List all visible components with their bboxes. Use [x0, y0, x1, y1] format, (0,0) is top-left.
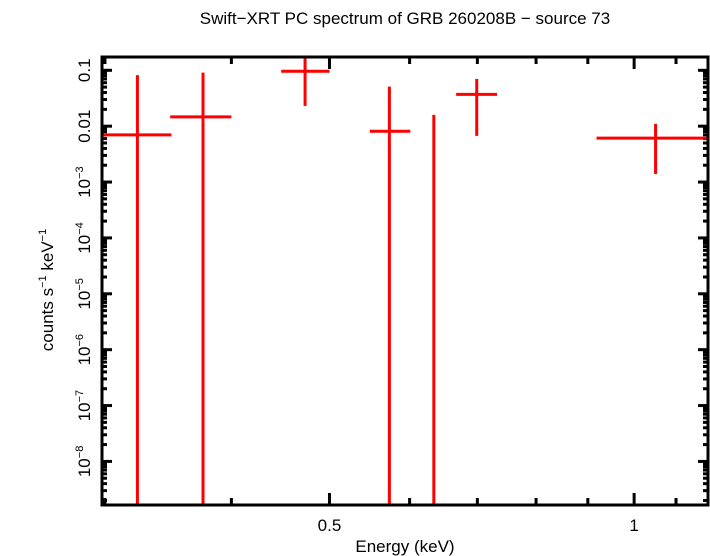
- y-tick-label: 10−8: [74, 446, 94, 477]
- data-point: [456, 78, 498, 136]
- y-tick-label: 10−7: [74, 390, 94, 421]
- y-tick-label: 0.1: [75, 58, 94, 82]
- data-point: [102, 75, 172, 505]
- y-tick-label: 0.01: [75, 110, 94, 143]
- y-tick-label: 10−3: [74, 166, 94, 197]
- y-tick-label: 10−5: [74, 278, 94, 309]
- axis-ticks: [102, 57, 708, 505]
- tick-labels: 0.5 1 0.1 0.01 10−3 10−4 10−5 10−6 10−7 10−8: [74, 58, 639, 535]
- y-tick-label: 10−6: [74, 334, 94, 365]
- y-axis-label: counts s−1 keV−1: [37, 229, 57, 351]
- data-points: [102, 57, 708, 505]
- y-tick-label: 10−4: [74, 222, 94, 253]
- x-tick-label: 0.5: [318, 516, 342, 535]
- data-point: [170, 72, 232, 505]
- data-point: [369, 86, 411, 505]
- data-point: [596, 123, 708, 175]
- plot-frame: [100, 55, 710, 507]
- x-tick-label: 1: [629, 516, 638, 535]
- data-point: [281, 57, 330, 106]
- x-axis-label: Energy (keV): [355, 537, 454, 556]
- chart-title: Swift−XRT PC spectrum of GRB 260208B − s…: [200, 9, 610, 28]
